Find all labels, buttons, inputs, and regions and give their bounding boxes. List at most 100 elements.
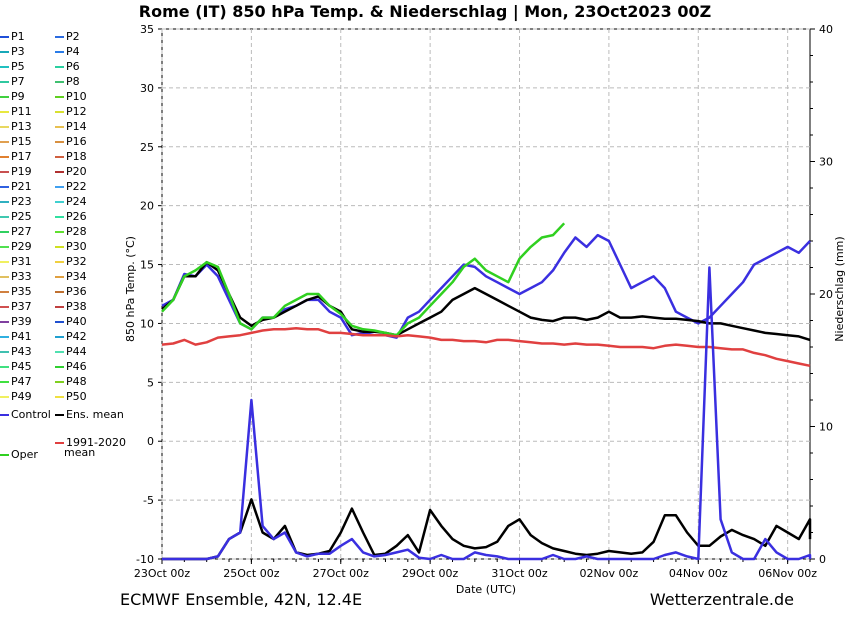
legend-item: P18 [55,150,87,164]
legend-swatch [55,414,64,416]
y2-axis-label: Niederschlag (mm) [833,236,846,341]
series-line-oper [161,222,566,337]
y2-tick-label: 10 [819,421,833,434]
legend-swatch [0,336,9,338]
legend-label: P17 [11,150,32,163]
legend-label: P32 [66,255,87,268]
legend-swatch [0,306,9,308]
legend-swatch [55,351,64,353]
legend-item: P44 [55,345,87,359]
legend-item: P24 [55,195,87,209]
legend-swatch [0,366,9,368]
legend-item: P16 [55,135,87,149]
legend-swatch [55,36,64,38]
x-tick-label: 06Nov 00z [758,567,817,580]
legend-item: P43 [0,345,32,359]
legend-swatch [0,111,9,113]
legend-swatch [0,171,9,173]
legend-item: P28 [55,225,87,239]
legend-item: P3 [0,45,25,59]
legend-label: P16 [66,135,87,148]
legend-swatch [55,111,64,113]
legend-label: P35 [11,285,32,298]
legend-swatch [0,51,9,53]
legend-item: P26 [55,210,87,224]
y-tick-label: 30 [140,82,154,95]
legend-swatch [55,66,64,68]
legend-item: P12 [55,105,87,119]
legend-swatch [55,96,64,98]
legend-label: P11 [11,105,32,118]
legend-label: 1991-2020 [66,436,126,449]
legend-label: P43 [11,345,32,358]
legend-label: P7 [11,75,25,88]
legend-item: P25 [0,210,32,224]
chart-title: Rome (IT) 850 hPa Temp. & Niederschlag |… [138,2,712,21]
legend-item: P2 [55,30,80,44]
y-tick-label: 20 [140,200,154,213]
y-tick-label: 35 [140,23,154,36]
x-tick-label: 25Oct 00z [223,567,280,580]
legend-item-climate-mean: 1991-2020 [55,436,126,450]
y-tick-label: -5 [143,494,154,507]
legend-label: P33 [11,270,32,283]
legend-item: P10 [55,90,87,104]
legend-item: P22 [55,180,87,194]
legend-label: P14 [66,120,87,133]
legend-swatch [55,306,64,308]
legend-label: P1 [11,30,25,43]
legend-label: P42 [66,330,87,343]
legend-item: P45 [0,360,32,374]
legend-item: P6 [55,60,80,74]
legend-swatch [0,186,9,188]
legend-swatch [0,156,9,158]
y2-tick-label: 30 [819,156,833,169]
x-axis-label: Date (UTC) [456,583,516,596]
legend-item-oper: Oper [0,448,38,462]
legend-item: P35 [0,285,32,299]
legend-label: P50 [66,390,87,403]
legend-item: P38 [55,300,87,314]
legend-swatch [55,321,64,323]
legend-swatch [55,396,64,398]
legend-swatch [55,81,64,83]
legend-item: P20 [55,165,87,179]
legend-swatch [0,321,9,323]
legend-label: P12 [66,105,87,118]
legend-swatch [0,36,9,38]
legend-swatch [55,366,64,368]
x-tick-label: 31Oct 00z [491,567,548,580]
legend-item: P27 [0,225,32,239]
legend-swatch [0,276,9,278]
legend-swatch [0,96,9,98]
legend-item: P40 [55,315,87,329]
legend-label: P41 [11,330,32,343]
legend-swatch [0,396,9,398]
legend-swatch [55,51,64,53]
legend-item: P30 [55,240,87,254]
legend-label: P37 [11,300,32,313]
legend-swatch [0,246,9,248]
legend-label: P15 [11,135,32,148]
legend-swatch [0,81,9,83]
legend-swatch [55,261,64,263]
legend-swatch [55,442,64,444]
legend-item: P4 [55,45,80,59]
legend-swatch [55,126,64,128]
legend-swatch [0,381,9,383]
legend-item: P17 [0,150,32,164]
legend-label: P24 [66,195,87,208]
legend-label: P30 [66,240,87,253]
legend-label: P9 [11,90,25,103]
legend-swatch [0,351,9,353]
legend-label: Control [11,408,51,421]
legend-item: P33 [0,270,32,284]
legend-item: P8 [55,75,80,89]
legend-item: P29 [0,240,32,254]
legend-item: P49 [0,390,32,404]
legend-swatch [0,201,9,203]
legend-swatch [55,291,64,293]
legend-label: P49 [11,390,32,403]
legend-label: P26 [66,210,87,223]
legend-label: Ens. mean [66,408,124,421]
